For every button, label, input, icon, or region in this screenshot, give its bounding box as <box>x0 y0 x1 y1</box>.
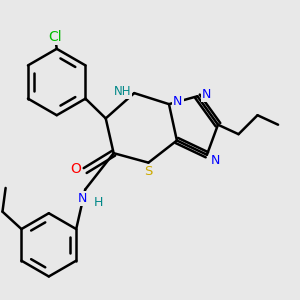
Text: N: N <box>211 154 220 167</box>
Text: Cl: Cl <box>48 30 62 44</box>
Text: N: N <box>78 192 87 205</box>
Text: H: H <box>94 196 103 209</box>
Text: S: S <box>144 165 153 178</box>
Text: O: O <box>70 162 81 176</box>
Text: N: N <box>173 95 182 108</box>
Text: N: N <box>202 88 211 101</box>
Text: NH: NH <box>113 85 131 98</box>
